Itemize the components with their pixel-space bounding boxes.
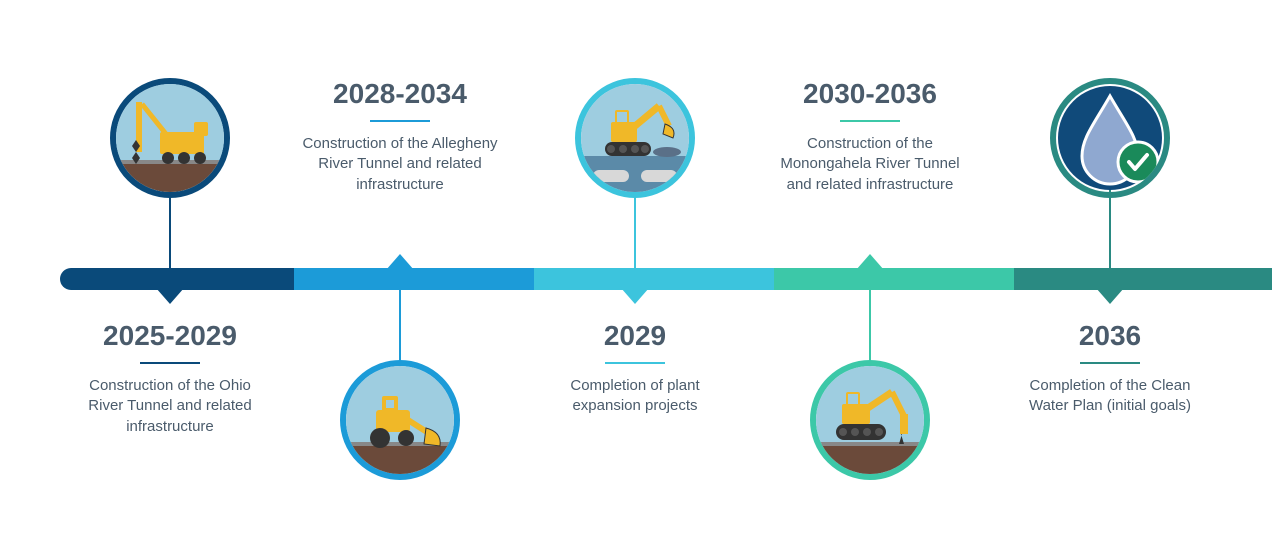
- timeline-segment: [294, 268, 534, 290]
- excavator-circle: [575, 78, 695, 198]
- water-check-icon: [1056, 84, 1164, 192]
- water-check-circle: [1050, 78, 1170, 198]
- milestone-desc: Completion of the Clean Water Plan (init…: [1010, 376, 1210, 417]
- timeline-segment: [534, 268, 774, 290]
- timeline-segment: [60, 268, 294, 290]
- timeline-marker: [621, 288, 649, 304]
- timeline-marker: [156, 288, 184, 304]
- drill-truck-icon: [116, 84, 224, 192]
- timeline-marker: [1096, 288, 1124, 304]
- loader-icon: [346, 366, 454, 474]
- timeline-marker: [386, 254, 414, 270]
- milestone-desc: Construction of the Monongahela River Tu…: [770, 134, 970, 195]
- milestone-desc: Construction of the Ohio River Tunnel an…: [70, 376, 270, 437]
- divider-line: [140, 362, 200, 364]
- loader-circle: [340, 360, 460, 480]
- connector-line: [1109, 188, 1111, 268]
- timeline-bar: [60, 268, 1272, 290]
- milestone-year: 2025-2029: [70, 320, 270, 352]
- connector-line: [634, 188, 636, 268]
- milestone-year: 2028-2034: [300, 78, 500, 110]
- timeline-marker: [856, 254, 884, 270]
- milestone-year: 2030-2036: [770, 78, 970, 110]
- drill-truck-circle: [110, 78, 230, 198]
- milestone-year: 2029: [535, 320, 735, 352]
- breaker-icon: [816, 366, 924, 474]
- milestone-text: 2028-2034 Construction of the Allegheny R…: [300, 78, 500, 195]
- connector-line: [169, 188, 171, 268]
- divider-line: [840, 120, 900, 122]
- milestone-year: 2036: [1010, 320, 1210, 352]
- timeline-segment: [1014, 268, 1272, 290]
- divider-line: [605, 362, 665, 364]
- divider-line: [1080, 362, 1140, 364]
- excavator-icon: [581, 84, 689, 192]
- milestone-text: 2029 Completion of plant expansion projec…: [535, 320, 735, 417]
- timeline-segment: [774, 268, 1014, 290]
- milestone-desc: Construction of the Allegheny River Tunn…: [300, 134, 500, 195]
- milestone-text: 2025-2029 Construction of the Ohio River …: [70, 320, 270, 437]
- milestone-text: 2030-2036 Construction of the Monongahela…: [770, 78, 970, 195]
- breaker-circle: [810, 360, 930, 480]
- connector-line: [399, 290, 401, 370]
- connector-line: [869, 290, 871, 370]
- milestone-desc: Completion of plant expansion projects: [535, 376, 735, 417]
- divider-line: [370, 120, 430, 122]
- milestone-text: 2036 Completion of the Clean Water Plan (…: [1010, 320, 1210, 417]
